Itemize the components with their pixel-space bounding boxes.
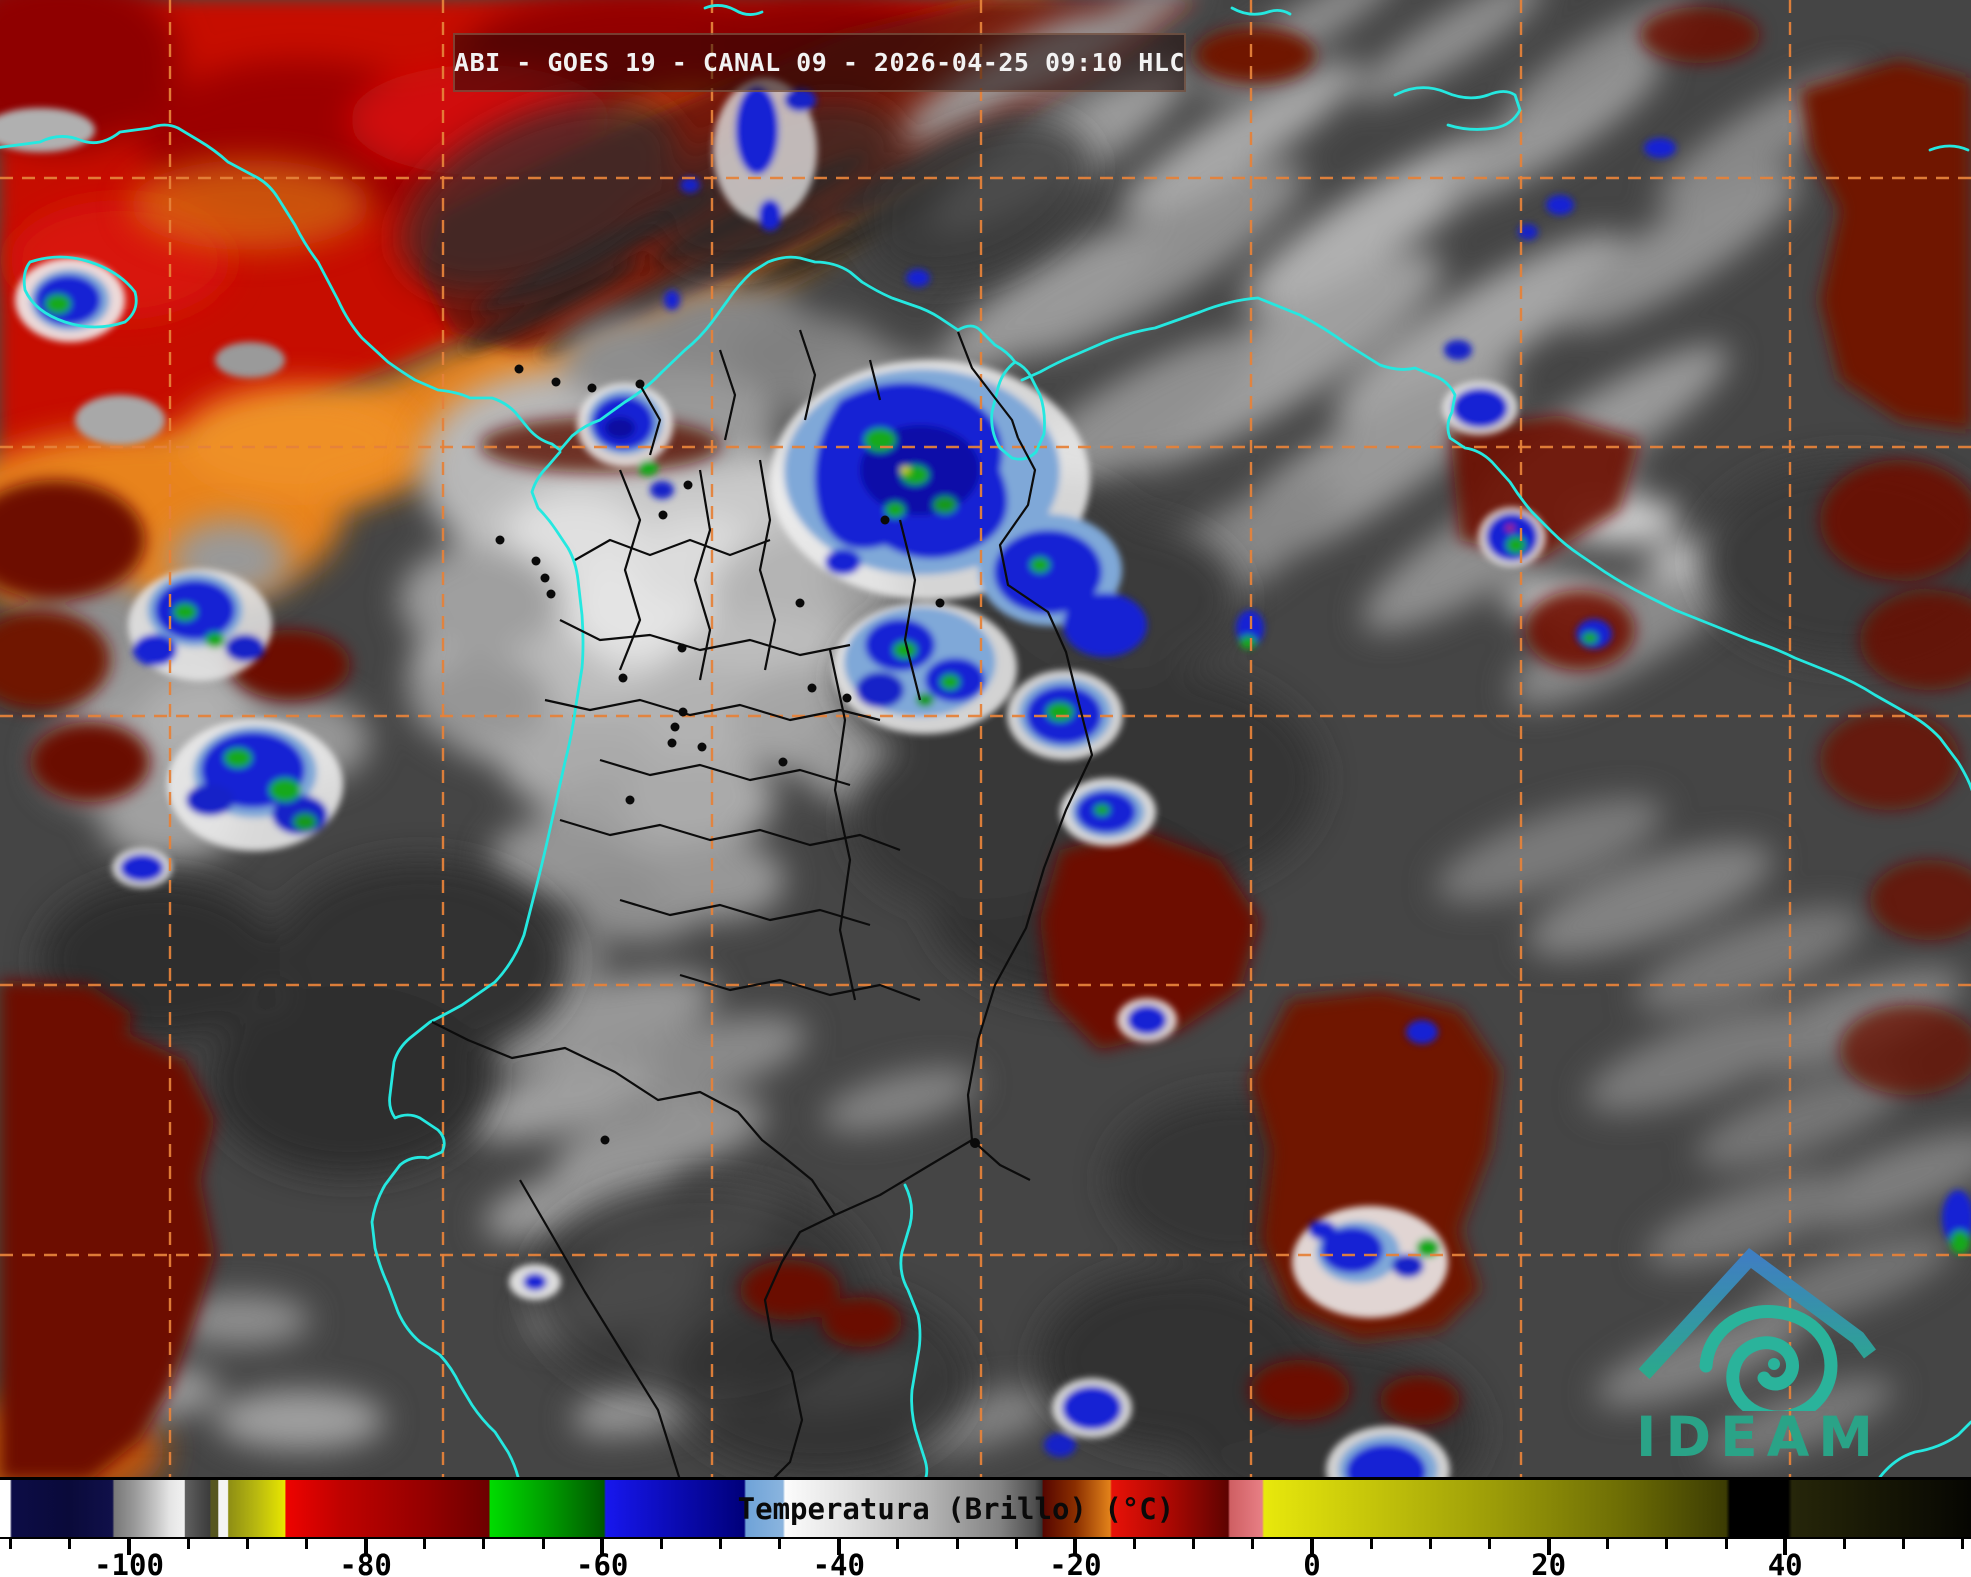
colorbar-minor-tick (245, 1539, 249, 1549)
storm-cell (1060, 778, 1156, 846)
colorbar-minor-tick (1961, 1539, 1965, 1549)
colorbar-tick-label: -20 (1049, 1548, 1102, 1577)
colorbar-minor-tick (423, 1539, 427, 1549)
ideam-logo-text: IDEAM (1636, 1405, 1882, 1469)
colorbar-minor-tick (186, 1539, 190, 1549)
colorbar-minor-tick (955, 1539, 959, 1549)
colorbar-minor-tick (68, 1539, 72, 1549)
storm-cell (664, 78, 930, 310)
coastline-lakes-nicaragua (22, 255, 138, 329)
colorbar-gradient: Temperatura (Brillo) (°C) (0, 1477, 1971, 1539)
storm-cell (128, 569, 272, 681)
colorbar-major-tick (600, 1539, 605, 1555)
colorbar-minor-tick (1251, 1539, 1255, 1549)
colorbar-tick-label: 0 (1303, 1548, 1321, 1577)
graticule-grid (0, 0, 1971, 1477)
river-amazonia (899, 1183, 929, 1477)
storm-cell (1292, 1206, 1448, 1318)
colorbar-minor-tick (541, 1539, 545, 1549)
colorbar-minor-tick (1192, 1539, 1196, 1549)
storm-cell (509, 1190, 1971, 1300)
colorbar-tick-label: 40 (1767, 1548, 1803, 1577)
colorbar-minor-tick (482, 1539, 486, 1549)
logo-roof-icon (1638, 1247, 1876, 1380)
coastline-central-america (0, 123, 562, 452)
colorbar-minor-tick (1665, 1539, 1669, 1549)
political-borders (431, 329, 1094, 1477)
coastline-top-fragments (703, 4, 1971, 1477)
logo-hurricane-spiral-icon (1699, 1305, 1838, 1424)
colorbar-major-tick (363, 1539, 368, 1555)
colorbar-minor-tick (1902, 1539, 1905, 1549)
satellite-imagery (0, 0, 1971, 1477)
colorbar-tick-label: -60 (575, 1548, 629, 1577)
colorbar-major-tick (1073, 1539, 1078, 1555)
storm-cells (15, 78, 1971, 1477)
colorbar-minor-tick (304, 1539, 308, 1549)
colorbar-title: Temperatura (Brillo) (°C) (737, 1491, 1175, 1526)
ideam-logo-mark (1638, 1247, 1876, 1424)
colorbar-major-tick (836, 1539, 841, 1555)
logo-spiral-center-dot (1768, 1358, 1780, 1370)
colorbar-minor-tick (9, 1539, 13, 1549)
colorbar-minor-tick (1133, 1539, 1137, 1549)
warm-ground-regions (0, 7, 1971, 1477)
colorbar-major-tick (1783, 1539, 1788, 1555)
colorbar-axis: -100 -80 -60 -40 -20 0 20 40 (0, 1539, 1971, 1577)
colorbar-tick-label: 20 (1531, 1548, 1567, 1577)
colorbar-major-tick (1546, 1539, 1551, 1555)
colorbar-major-tick (127, 1539, 131, 1555)
colorbar-minor-tick (1014, 1539, 1018, 1549)
coastline-caribbean-colombia (558, 255, 1017, 452)
colorbar-major-tick (1310, 1539, 1314, 1555)
colorbar-minor-tick (719, 1539, 722, 1549)
storm-cell (833, 602, 1017, 734)
colorbar-minor-tick (1842, 1539, 1846, 1549)
storm-cell (1478, 507, 1612, 649)
storm-cell (112, 719, 343, 888)
colorbar-minor-tick (659, 1539, 663, 1549)
storm-cell-main-complex (770, 360, 1264, 657)
colorbar-minor-tick (1606, 1539, 1610, 1549)
storm-cell (1044, 1378, 1132, 1457)
city-markers (495, 364, 980, 1148)
coastline-pacific (370, 450, 585, 1477)
colorbar-minor-tick (1428, 1539, 1432, 1549)
storm-cell (1117, 998, 1438, 1044)
product-title-bar: ABI - GOES 19 - CANAL 09 - 2026-04-25 09… (453, 33, 1186, 92)
colorbar-tick-label: -100 (94, 1548, 164, 1577)
storm-cell (1442, 138, 1676, 435)
ideam-logo: IDEAM (1628, 1246, 1890, 1477)
storm-cell (1326, 1426, 1450, 1477)
coastline-venezuela (1020, 296, 1971, 791)
coastlines (0, 4, 1971, 1477)
colorbar-tick-label: -80 (339, 1548, 392, 1577)
satellite-map: ABI - GOES 19 - CANAL 09 - 2026-04-25 09… (0, 0, 1971, 1477)
colorbar-minor-tick (1724, 1539, 1728, 1549)
colorbar-minor-tick (778, 1539, 782, 1549)
colorbar-minor-tick (1487, 1539, 1491, 1549)
product-title: ABI - GOES 19 - CANAL 09 - 2026-04-25 09… (454, 48, 1185, 77)
colorbar-minor-tick (896, 1539, 900, 1549)
colorbar-minor-tick (1369, 1539, 1373, 1549)
colorbar-tick-label: -40 (812, 1548, 865, 1577)
colorbar: Temperatura (Brillo) (°C) -100 -80 -60 -40-… (0, 1477, 1971, 1577)
